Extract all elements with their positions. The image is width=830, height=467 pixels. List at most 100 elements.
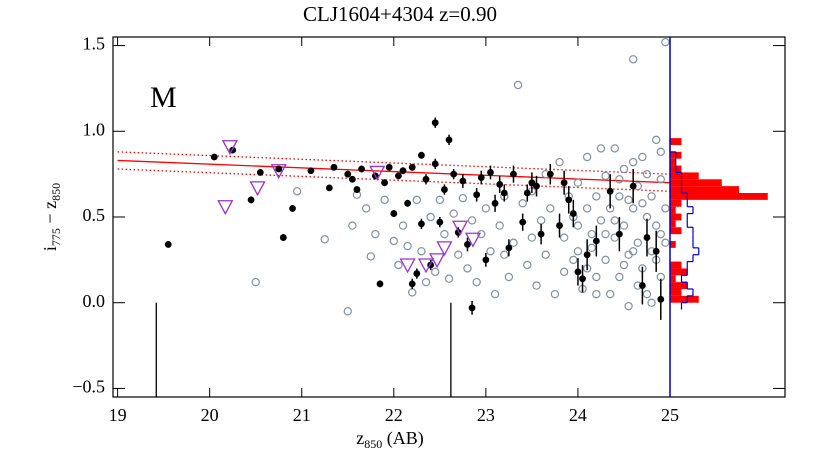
point	[450, 170, 458, 178]
point	[381, 179, 388, 187]
y-tick-label: −0.5	[72, 377, 105, 397]
point	[389, 236, 399, 246]
point	[431, 160, 439, 168]
point	[546, 170, 554, 178]
histogram-bar	[670, 268, 688, 276]
point	[444, 274, 454, 283]
point	[496, 181, 504, 188]
point	[657, 295, 665, 303]
point	[307, 167, 315, 175]
point	[619, 260, 629, 270]
point	[523, 189, 531, 197]
point	[560, 179, 568, 187]
point	[651, 221, 661, 230]
point	[221, 140, 239, 156]
point	[473, 191, 481, 199]
histogram-bar	[670, 220, 676, 228]
x-label-part: (AB)	[382, 428, 424, 449]
y-label-part: − z	[40, 201, 60, 228]
point	[536, 216, 546, 225]
point	[371, 229, 380, 239]
point	[628, 157, 638, 167]
chart-title: CLJ1604+4304 z=0.90	[303, 2, 497, 26]
point	[582, 152, 592, 162]
point	[619, 164, 629, 174]
point	[573, 178, 583, 187]
point	[348, 175, 356, 183]
y-axis-label: i775 − z850	[40, 183, 63, 251]
point	[519, 218, 527, 226]
x-tick-label: 23	[477, 405, 495, 425]
point	[642, 289, 652, 299]
point	[573, 221, 583, 230]
histogram-bar	[670, 213, 682, 221]
point	[320, 235, 329, 244]
point	[656, 175, 665, 184]
x-axis-label: z850 (AB)	[356, 428, 424, 451]
point	[556, 222, 563, 229]
point	[559, 233, 569, 242]
point	[615, 175, 624, 184]
point	[555, 157, 564, 167]
point	[592, 192, 601, 201]
point	[633, 238, 642, 247]
point	[628, 247, 638, 256]
point	[610, 144, 619, 153]
histogram-bar	[670, 193, 768, 200]
point	[399, 167, 407, 175]
point	[510, 170, 517, 178]
point	[569, 255, 578, 265]
x-tick-label: 19	[109, 405, 127, 425]
point	[399, 258, 416, 274]
point	[642, 169, 652, 179]
histogram-bar	[670, 186, 739, 193]
histogram-bar	[670, 241, 676, 248]
point	[579, 275, 586, 283]
point	[279, 234, 287, 241]
point	[408, 288, 417, 297]
point	[651, 135, 661, 145]
point	[464, 232, 482, 248]
y-tick-label: 1.0	[83, 119, 106, 139]
point	[385, 163, 393, 171]
point	[504, 272, 514, 282]
histogram-bar	[670, 138, 682, 145]
histogram-bar	[670, 227, 682, 235]
point	[550, 289, 560, 299]
point	[610, 216, 619, 225]
point	[661, 204, 670, 213]
point	[518, 199, 527, 208]
point	[587, 229, 596, 239]
point	[417, 247, 426, 256]
point	[495, 221, 504, 230]
point	[638, 152, 647, 162]
y-tick-label: 0.5	[83, 205, 106, 225]
point	[661, 37, 670, 47]
point	[661, 238, 670, 247]
point	[440, 229, 449, 239]
point	[647, 298, 656, 307]
point	[482, 256, 490, 264]
point	[628, 204, 638, 213]
point	[459, 177, 467, 185]
point	[398, 221, 408, 230]
point	[592, 289, 601, 299]
point	[376, 280, 384, 288]
point	[436, 241, 453, 257]
point	[592, 272, 601, 282]
point	[615, 192, 624, 201]
point	[559, 267, 569, 277]
x-tick-label: 20	[201, 405, 219, 425]
point	[472, 277, 481, 287]
point	[412, 195, 422, 205]
point	[605, 289, 615, 299]
histogram-bar	[670, 289, 682, 296]
point	[408, 163, 416, 171]
histogram-bar	[670, 282, 688, 289]
point	[505, 244, 513, 252]
point	[628, 55, 638, 64]
point	[656, 147, 665, 157]
histogram-bar	[670, 158, 676, 166]
